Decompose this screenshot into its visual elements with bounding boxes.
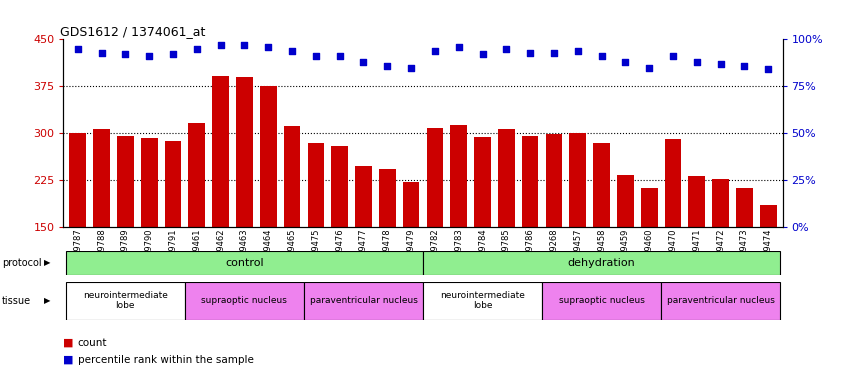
Text: control: control [225, 258, 264, 268]
Bar [332, 146, 348, 227]
Point [309, 53, 322, 59]
Point [166, 51, 179, 57]
Text: neurointermediate
lobe: neurointermediate lobe [440, 291, 525, 310]
Point [571, 48, 585, 54]
Bar [426, 128, 443, 227]
Point [452, 44, 465, 50]
Point [285, 48, 299, 54]
Text: supraoptic nucleus: supraoptic nucleus [201, 296, 288, 305]
Bar [498, 129, 514, 227]
Bar [189, 123, 205, 227]
Bar [760, 205, 777, 227]
Point [118, 51, 132, 57]
Bar [546, 134, 563, 227]
Point [142, 53, 156, 59]
Bar [93, 129, 110, 227]
Point [95, 50, 108, 55]
Point [428, 48, 442, 54]
Point [475, 51, 489, 57]
Bar [140, 138, 157, 227]
Point [547, 50, 561, 55]
Point [238, 42, 251, 48]
Text: paraventricular nucleus: paraventricular nucleus [667, 296, 775, 305]
Bar [423, 282, 542, 320]
Bar [475, 137, 491, 227]
Text: percentile rank within the sample: percentile rank within the sample [78, 355, 254, 365]
Point [500, 46, 514, 52]
Point [381, 63, 394, 69]
Point [690, 59, 704, 65]
Bar [355, 166, 371, 227]
Bar [661, 282, 780, 320]
Bar [542, 282, 661, 320]
Text: GDS1612 / 1374061_at: GDS1612 / 1374061_at [60, 25, 206, 38]
Point [524, 50, 537, 55]
Point [738, 63, 751, 69]
Bar [569, 133, 586, 227]
Point [595, 53, 608, 59]
Bar [379, 169, 396, 227]
Bar [304, 282, 423, 320]
Text: ▶: ▶ [44, 296, 51, 305]
Text: supraoptic nucleus: supraoptic nucleus [558, 296, 645, 305]
Text: ■: ■ [63, 338, 74, 348]
Bar [641, 188, 657, 227]
Bar [736, 188, 753, 227]
Bar [260, 86, 277, 227]
Text: neurointermediate
lobe: neurointermediate lobe [83, 291, 168, 310]
Text: count: count [78, 338, 107, 348]
Bar [522, 136, 539, 227]
Text: tissue: tissue [2, 296, 30, 306]
Bar [665, 140, 681, 227]
Bar [66, 251, 423, 274]
Point [357, 59, 371, 65]
Bar [307, 142, 324, 227]
Bar [450, 125, 467, 227]
Point [404, 64, 418, 70]
Point [761, 66, 775, 72]
Bar [117, 136, 134, 227]
Bar [185, 282, 304, 320]
Bar [712, 179, 729, 227]
Bar [69, 133, 86, 227]
Bar [403, 182, 420, 227]
Point [714, 61, 728, 67]
Point [190, 46, 204, 52]
Bar [617, 175, 634, 227]
Point [332, 53, 346, 59]
Point [667, 53, 680, 59]
Text: paraventricular nucleus: paraventricular nucleus [310, 296, 417, 305]
Point [261, 44, 275, 50]
Bar [689, 176, 706, 227]
Bar [66, 282, 185, 320]
Text: ▶: ▶ [44, 258, 51, 267]
Bar [593, 142, 610, 227]
Bar [165, 141, 181, 227]
Bar [423, 251, 780, 274]
Point [71, 46, 85, 52]
Text: protocol: protocol [2, 258, 41, 268]
Bar [236, 77, 253, 227]
Bar [283, 126, 300, 227]
Text: ■: ■ [63, 355, 74, 365]
Point [642, 64, 656, 70]
Bar [212, 76, 229, 227]
Text: dehydration: dehydration [568, 258, 635, 268]
Point [214, 42, 228, 48]
Point [618, 59, 632, 65]
